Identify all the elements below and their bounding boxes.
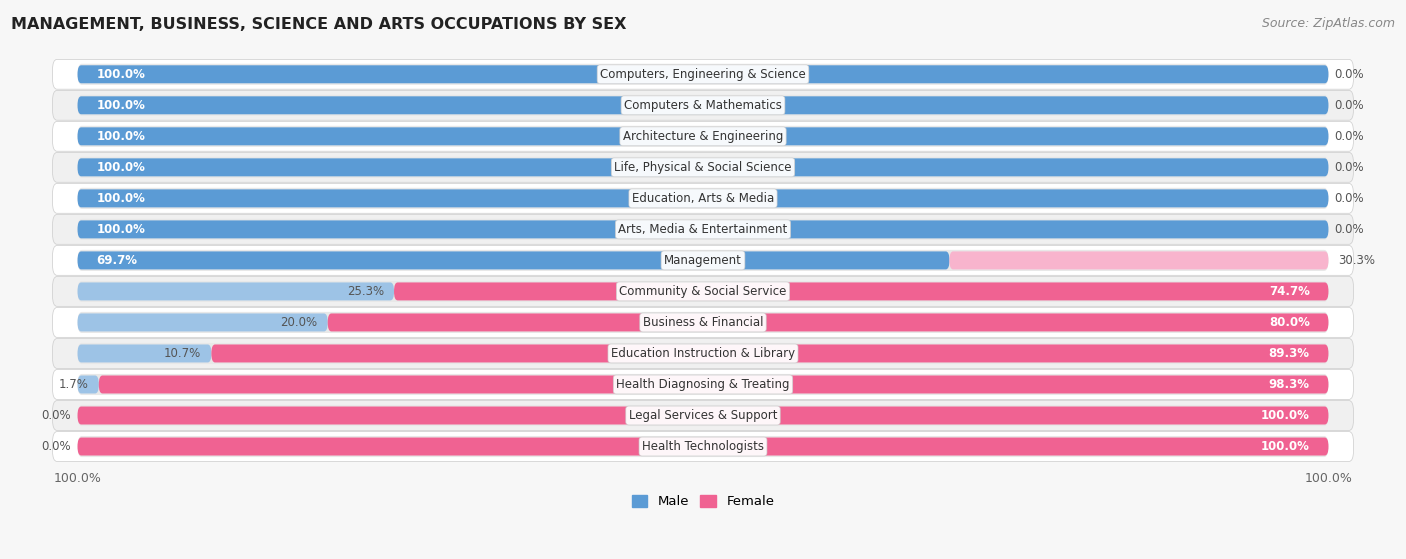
Text: Education Instruction & Library: Education Instruction & Library <box>612 347 794 360</box>
FancyBboxPatch shape <box>52 432 1354 461</box>
Text: 74.7%: 74.7% <box>1268 285 1310 298</box>
FancyBboxPatch shape <box>52 215 1354 244</box>
FancyBboxPatch shape <box>52 277 1354 306</box>
Text: 0.0%: 0.0% <box>42 440 72 453</box>
Text: 0.0%: 0.0% <box>1334 192 1364 205</box>
FancyBboxPatch shape <box>77 190 1329 207</box>
Text: Architecture & Engineering: Architecture & Engineering <box>623 130 783 143</box>
Text: Business & Financial: Business & Financial <box>643 316 763 329</box>
FancyBboxPatch shape <box>77 406 1329 424</box>
FancyBboxPatch shape <box>98 376 1329 394</box>
FancyBboxPatch shape <box>52 307 1354 337</box>
Text: 100.0%: 100.0% <box>96 68 145 81</box>
FancyBboxPatch shape <box>949 252 1329 269</box>
Text: 30.3%: 30.3% <box>1339 254 1375 267</box>
Text: 80.0%: 80.0% <box>1268 316 1310 329</box>
Text: 0.0%: 0.0% <box>1334 99 1364 112</box>
FancyBboxPatch shape <box>77 95 1329 116</box>
FancyBboxPatch shape <box>77 376 98 394</box>
Text: Arts, Media & Entertainment: Arts, Media & Entertainment <box>619 223 787 236</box>
FancyBboxPatch shape <box>52 245 1354 275</box>
FancyBboxPatch shape <box>77 64 1329 85</box>
FancyBboxPatch shape <box>77 157 1329 178</box>
FancyBboxPatch shape <box>52 369 1354 399</box>
Text: 0.0%: 0.0% <box>1334 130 1364 143</box>
FancyBboxPatch shape <box>77 281 1329 302</box>
FancyBboxPatch shape <box>77 126 1329 147</box>
FancyBboxPatch shape <box>52 153 1354 182</box>
Text: 100.0%: 100.0% <box>1261 409 1310 422</box>
FancyBboxPatch shape <box>211 344 1329 362</box>
Text: 100.0%: 100.0% <box>1261 440 1310 453</box>
FancyBboxPatch shape <box>77 438 1329 456</box>
FancyBboxPatch shape <box>52 59 1354 89</box>
Legend: Male, Female: Male, Female <box>626 490 780 514</box>
FancyBboxPatch shape <box>394 282 1329 300</box>
Text: 20.0%: 20.0% <box>281 316 318 329</box>
FancyBboxPatch shape <box>77 343 1329 364</box>
FancyBboxPatch shape <box>77 127 1329 145</box>
Text: 100.0%: 100.0% <box>96 99 145 112</box>
FancyBboxPatch shape <box>52 183 1354 214</box>
FancyBboxPatch shape <box>77 250 1329 271</box>
Text: MANAGEMENT, BUSINESS, SCIENCE AND ARTS OCCUPATIONS BY SEX: MANAGEMENT, BUSINESS, SCIENCE AND ARTS O… <box>11 17 627 32</box>
FancyBboxPatch shape <box>77 312 1329 333</box>
Text: 100.0%: 100.0% <box>96 223 145 236</box>
Text: 100.0%: 100.0% <box>96 161 145 174</box>
Text: 0.0%: 0.0% <box>42 409 72 422</box>
FancyBboxPatch shape <box>77 405 1329 426</box>
FancyBboxPatch shape <box>52 401 1354 430</box>
Text: Health Technologists: Health Technologists <box>643 440 763 453</box>
FancyBboxPatch shape <box>77 220 1329 238</box>
FancyBboxPatch shape <box>77 252 949 269</box>
Text: Education, Arts & Media: Education, Arts & Media <box>631 192 775 205</box>
FancyBboxPatch shape <box>77 188 1329 209</box>
FancyBboxPatch shape <box>77 344 211 362</box>
FancyBboxPatch shape <box>77 158 1329 176</box>
Text: 89.3%: 89.3% <box>1268 347 1310 360</box>
Text: Computers & Mathematics: Computers & Mathematics <box>624 99 782 112</box>
Text: 1.7%: 1.7% <box>59 378 89 391</box>
FancyBboxPatch shape <box>77 282 394 300</box>
Text: Management: Management <box>664 254 742 267</box>
FancyBboxPatch shape <box>52 121 1354 151</box>
Text: 0.0%: 0.0% <box>1334 161 1364 174</box>
Text: Source: ZipAtlas.com: Source: ZipAtlas.com <box>1261 17 1395 30</box>
Text: 10.7%: 10.7% <box>165 347 201 360</box>
FancyBboxPatch shape <box>77 436 1329 457</box>
Text: Community & Social Service: Community & Social Service <box>619 285 787 298</box>
Text: 100.0%: 100.0% <box>96 130 145 143</box>
FancyBboxPatch shape <box>77 374 1329 395</box>
Text: 100.0%: 100.0% <box>96 192 145 205</box>
Text: Life, Physical & Social Science: Life, Physical & Social Science <box>614 161 792 174</box>
FancyBboxPatch shape <box>77 96 1329 114</box>
Text: 0.0%: 0.0% <box>1334 223 1364 236</box>
Text: Health Diagnosing & Treating: Health Diagnosing & Treating <box>616 378 790 391</box>
FancyBboxPatch shape <box>52 339 1354 368</box>
Text: Computers, Engineering & Science: Computers, Engineering & Science <box>600 68 806 81</box>
FancyBboxPatch shape <box>77 219 1329 240</box>
Text: 98.3%: 98.3% <box>1268 378 1310 391</box>
FancyBboxPatch shape <box>77 65 1329 83</box>
Text: 25.3%: 25.3% <box>347 285 384 298</box>
Text: 69.7%: 69.7% <box>96 254 138 267</box>
FancyBboxPatch shape <box>52 91 1354 120</box>
FancyBboxPatch shape <box>77 314 328 331</box>
Text: Legal Services & Support: Legal Services & Support <box>628 409 778 422</box>
Text: 0.0%: 0.0% <box>1334 68 1364 81</box>
FancyBboxPatch shape <box>328 314 1329 331</box>
